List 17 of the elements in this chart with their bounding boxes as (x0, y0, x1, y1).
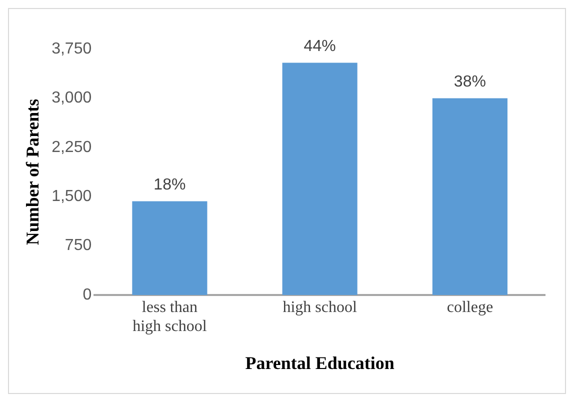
x-tick-label: high school (282, 298, 358, 316)
y-tick-label: 0 (82, 286, 92, 304)
bar (132, 201, 208, 295)
y-tick-label: 1,500 (52, 188, 92, 206)
y-tick-label: 750 (64, 237, 92, 254)
annotation: 18% (154, 176, 186, 194)
x-tick-label: less than high school (132, 298, 208, 336)
bar (282, 62, 358, 295)
y-tick-label: 3,750 (52, 40, 92, 58)
x-axis-title: Parental Education (245, 352, 394, 373)
x-tick-label: college (446, 298, 494, 316)
y-axis-title: Number of Parents (22, 98, 42, 246)
y-tick-label: 3,000 (52, 90, 92, 107)
y-tick-label: 2,250 (52, 138, 92, 156)
bar (432, 98, 508, 295)
annotation: 38% (454, 74, 486, 91)
annotation: 44% (304, 38, 336, 56)
